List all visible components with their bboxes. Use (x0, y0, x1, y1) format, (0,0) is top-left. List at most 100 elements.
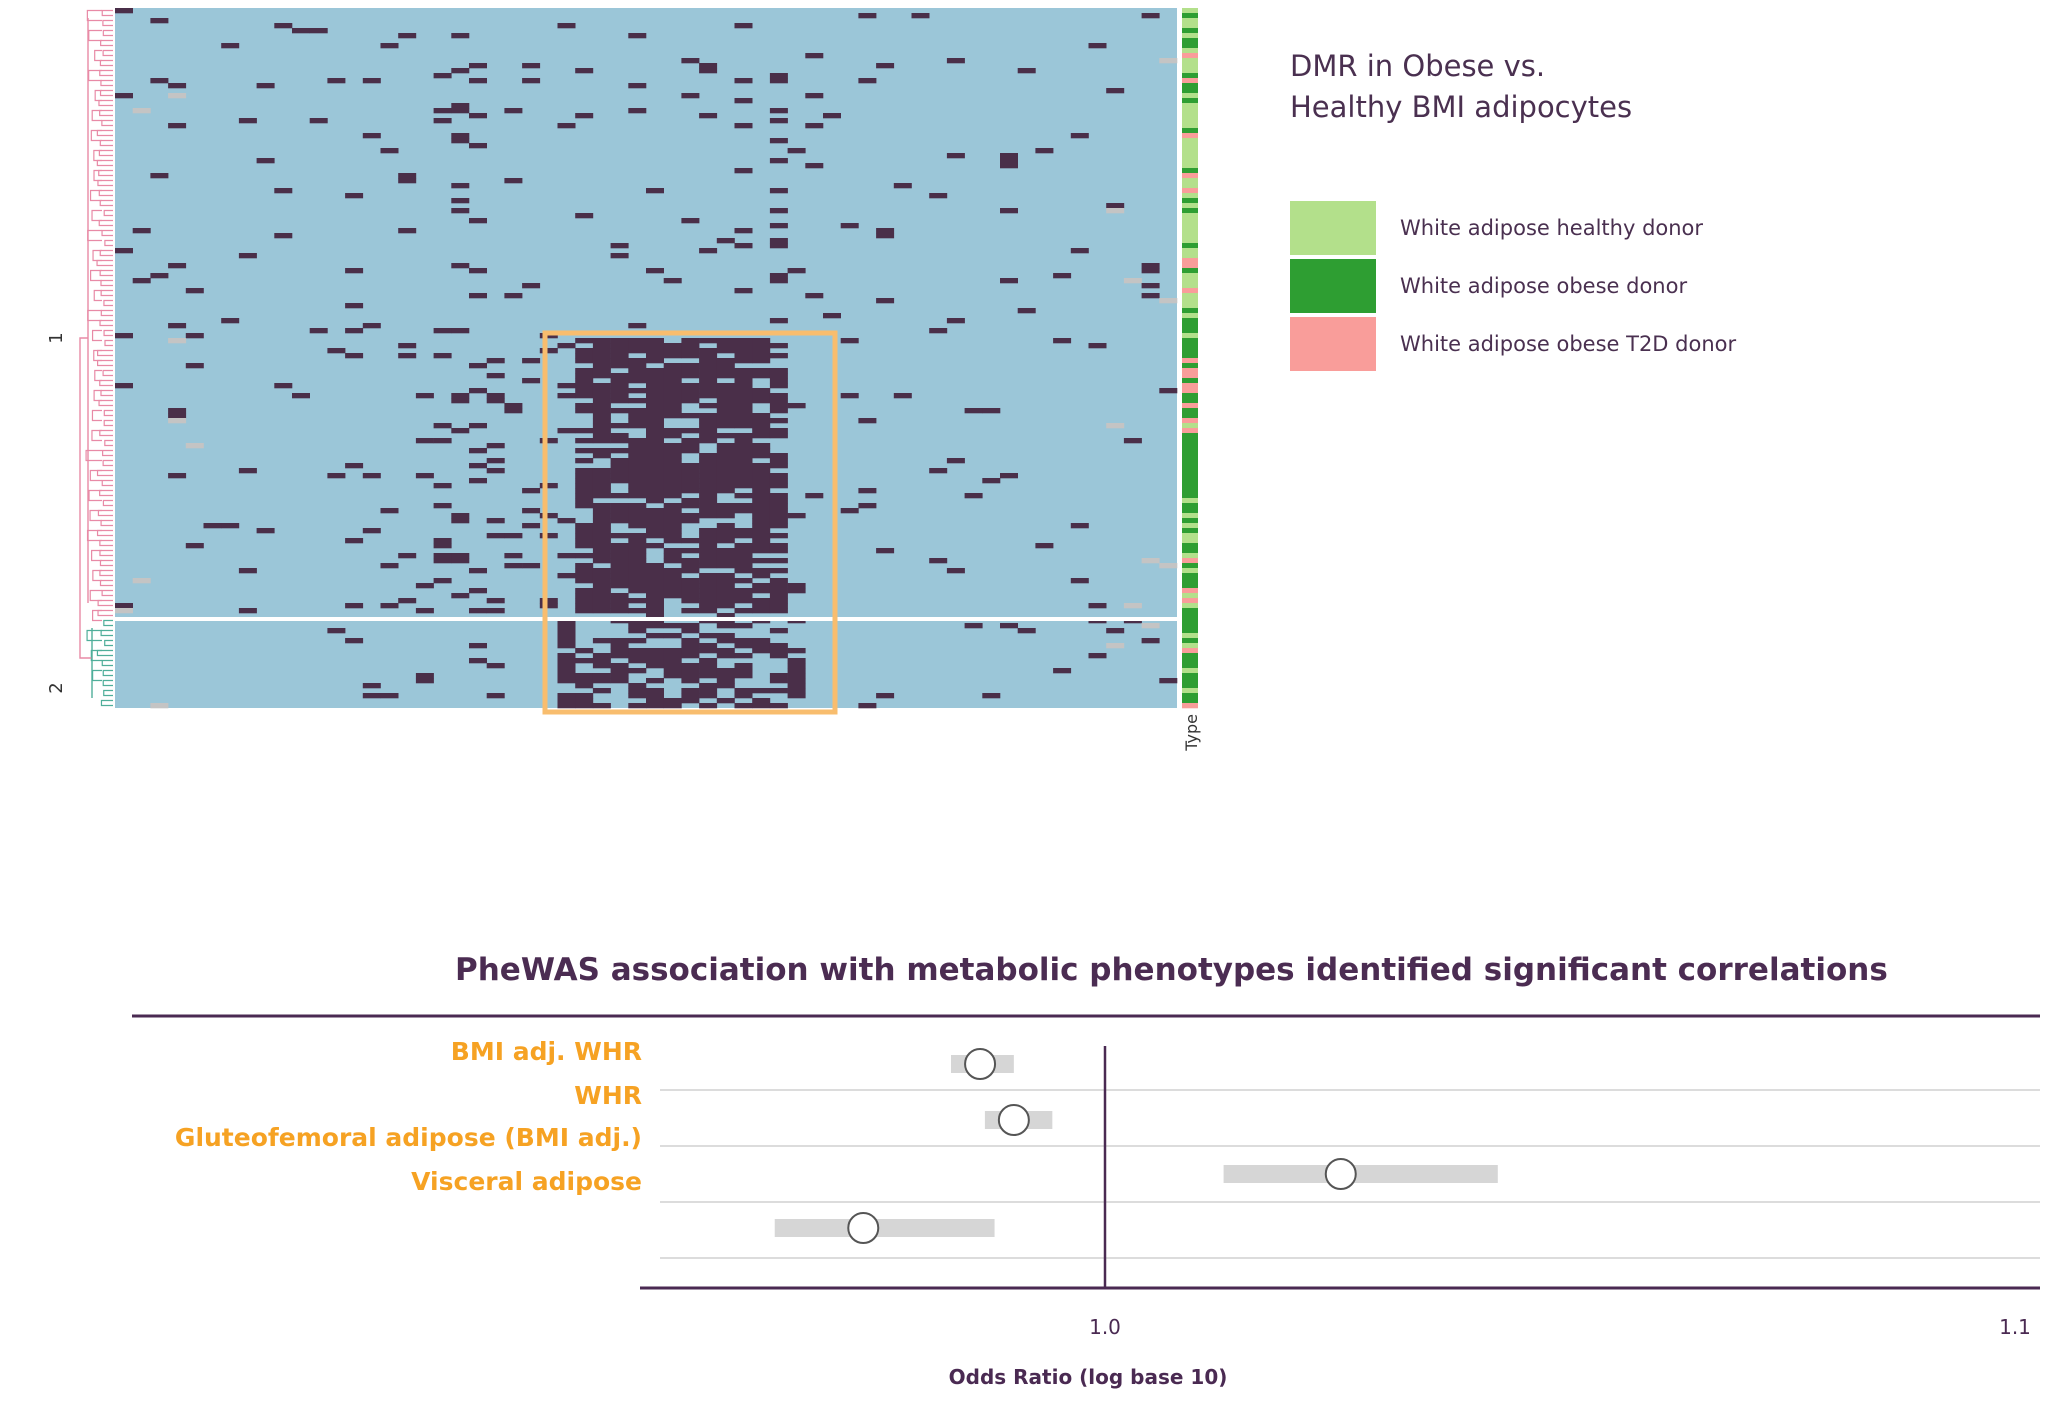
methylated-cell (610, 458, 629, 464)
methylated-cell (646, 373, 664, 379)
methylated-cell (752, 473, 771, 479)
methylated-cell (610, 378, 629, 384)
methylated-cell (964, 623, 983, 629)
methylated-cell (646, 388, 664, 394)
methylated-cell (876, 298, 895, 304)
missing-cell (132, 578, 151, 584)
methylated-cell (681, 638, 700, 644)
methylated-cell (769, 653, 788, 659)
annotation-cell (1182, 663, 1198, 669)
methylated-cell (592, 338, 611, 344)
annotation-cell (1182, 493, 1198, 499)
annotation-cell (1182, 103, 1198, 109)
methylated-cell (398, 598, 417, 604)
methylated-cell (734, 383, 753, 389)
methylated-cell (663, 653, 682, 659)
methylated-cell (663, 583, 682, 589)
annotation-cell (1182, 503, 1198, 509)
methylated-cell (575, 498, 594, 504)
annotation-cell (1182, 478, 1198, 484)
methylated-cell (610, 603, 629, 609)
row-gridlines (660, 1089, 2040, 1259)
methylated-cell (451, 398, 470, 404)
dendrogram-branch (96, 159, 113, 167)
methylated-cell (681, 443, 700, 449)
methylated-cell (469, 588, 487, 594)
methylated-cell (575, 473, 594, 479)
methylated-cell (628, 658, 647, 664)
methylated-cell (345, 353, 364, 359)
methylated-cell (610, 393, 629, 399)
annotation-cell (1182, 183, 1198, 189)
annotation-cell (1182, 458, 1198, 464)
methylated-cell (787, 513, 806, 519)
methylated-cell (557, 628, 576, 634)
methylated-cell (769, 393, 788, 399)
methylated-cell (769, 703, 788, 709)
annotation-cell (1182, 168, 1198, 174)
methylated-cell (699, 378, 718, 384)
dendrogram-branch (96, 529, 113, 537)
methylated-cell (752, 598, 771, 604)
methylated-cell (646, 418, 664, 424)
dendrogram-branch (88, 489, 102, 502)
methylated-cell (716, 653, 735, 659)
annotation-cell (1182, 153, 1198, 159)
methylated-cell (876, 233, 895, 239)
methylated-cell (1000, 163, 1018, 169)
methylated-cell (663, 673, 682, 679)
methylated-cell (681, 663, 700, 669)
dendrogram-branch (93, 149, 102, 162)
methylated-cell (539, 438, 558, 444)
methylated-cell (681, 583, 700, 589)
methylated-cell (646, 663, 664, 669)
methylated-cell (769, 583, 788, 589)
methylated-cell (610, 448, 629, 454)
methylated-cell (1000, 158, 1018, 164)
methylated-cell (486, 518, 505, 524)
methylated-cell (362, 528, 381, 534)
methylated-cell (646, 623, 664, 629)
methylated-cell (362, 133, 381, 139)
methylated-cell (628, 533, 647, 539)
methylated-cell (699, 608, 718, 614)
methylated-cell (752, 358, 771, 364)
methylated-cell (787, 403, 806, 409)
methylated-cell (752, 468, 771, 474)
methylated-cell (716, 363, 735, 369)
methylated-cell (769, 318, 788, 324)
methylated-cell (327, 348, 346, 354)
methylated-cell (628, 488, 647, 494)
methylated-cell (238, 253, 257, 259)
methylated-cell (469, 363, 487, 369)
dendrogram-branch (99, 89, 113, 97)
methylated-cell (840, 508, 859, 514)
methylated-cell (398, 228, 417, 234)
annotation-cell (1182, 288, 1198, 294)
dendrogram-branch (99, 269, 113, 277)
dendrogram-branch (104, 339, 113, 347)
methylated-cell (752, 393, 771, 399)
methylated-cell (681, 438, 700, 444)
methylated-cell (575, 573, 594, 579)
methylated-cell (716, 563, 735, 569)
methylated-cell (734, 388, 753, 394)
methylated-cell (380, 693, 399, 699)
methylated-cell (716, 528, 735, 534)
methylated-cell (964, 493, 983, 499)
methylated-cell (769, 518, 788, 524)
methylated-cell (681, 628, 700, 634)
dendrogram-branch (91, 429, 102, 442)
methylated-cell (699, 488, 718, 494)
dendrogram-branch (85, 449, 102, 462)
methylated-cell (592, 418, 611, 424)
annotation-cell (1182, 263, 1198, 269)
methylated-cell (663, 383, 682, 389)
methylated-cell (752, 698, 771, 704)
methylated-cell (1141, 263, 1160, 269)
methylated-cell (1035, 148, 1054, 154)
annotation-cell (1182, 18, 1198, 24)
annotation-cell (1182, 53, 1198, 59)
methylated-cell (769, 648, 788, 654)
methylated-cell (681, 643, 700, 649)
